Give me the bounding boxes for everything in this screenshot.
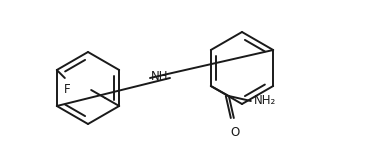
Text: F: F: [64, 83, 70, 96]
Text: O: O: [230, 126, 240, 139]
Text: NH₂: NH₂: [254, 95, 276, 108]
Text: NH: NH: [151, 69, 169, 82]
